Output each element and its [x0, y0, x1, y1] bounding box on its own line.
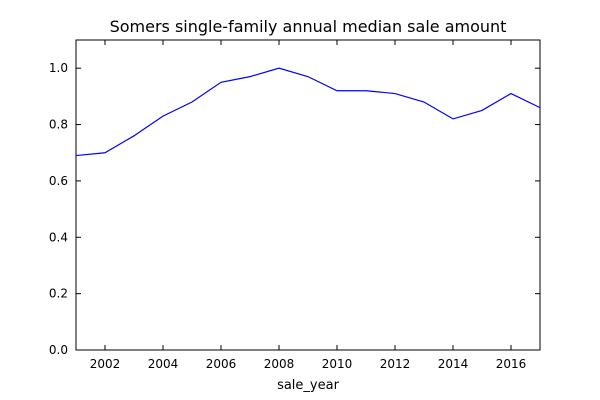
y-tick-label: 0.4 [49, 230, 68, 244]
x-tick-label: 2008 [264, 357, 295, 371]
x-tick-label: 2014 [438, 357, 469, 371]
x-tick-label: 2004 [148, 357, 179, 371]
x-tick-label: 2010 [322, 357, 353, 371]
y-tick-label: 1.0 [49, 61, 68, 75]
chart-title: Somers single-family annual median sale … [110, 17, 507, 36]
y-tick-label: 0.8 [49, 118, 68, 132]
plot-frame [75, 39, 541, 351]
series-layer [75, 67, 541, 157]
y-tick-label: 0.0 [49, 343, 68, 357]
x-tick-label: 2012 [380, 357, 411, 371]
x-tick-label: 2006 [206, 357, 237, 371]
plot-area [75, 39, 541, 351]
series-line-0 [75, 67, 541, 157]
y-tick-label: 0.2 [49, 287, 68, 301]
y-tick-label: 0.6 [49, 174, 68, 188]
x-tick-label: 2016 [496, 357, 527, 371]
x-tick-label: 2002 [90, 357, 121, 371]
x-axis-label: sale_year [277, 378, 340, 393]
ticks-layer: 2002 2004 2006 2008 2010 2012 2014 2016 0.0 0.2 0.… [49, 40, 540, 371]
